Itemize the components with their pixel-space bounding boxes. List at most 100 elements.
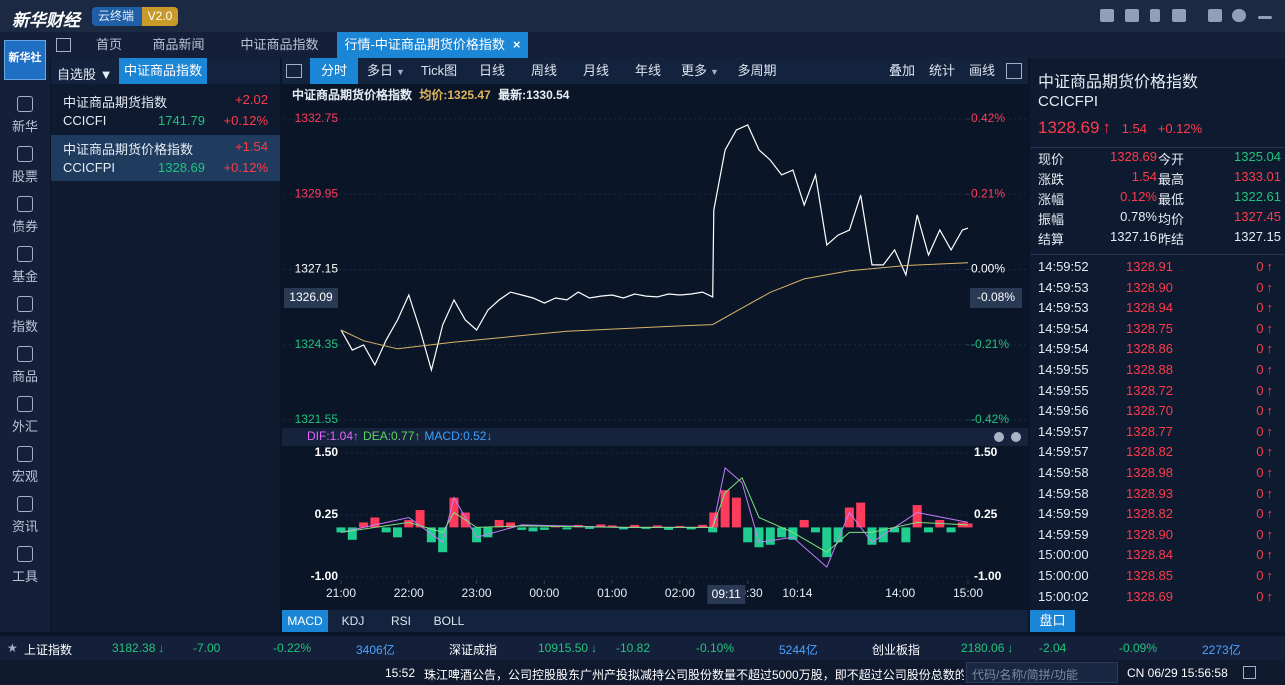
tick-volume: 0 <box>1256 486 1273 501</box>
tab[interactable]: 商品新闻 <box>135 32 222 58</box>
share-icon[interactable] <box>1150 9 1160 22</box>
tool-button[interactable]: 年线 <box>622 58 674 84</box>
tool-button[interactable]: 月线 <box>570 58 622 84</box>
note-icon[interactable] <box>1172 9 1186 22</box>
tool-button[interactable]: 周线 <box>518 58 570 84</box>
y-tick-label: 1.50 <box>315 445 339 459</box>
indicator-tab[interactable]: MACD <box>282 610 328 632</box>
tab[interactable]: 首页 <box>83 32 135 58</box>
tool-button[interactable]: Tick图 <box>412 58 466 84</box>
star-icon[interactable]: ★ <box>7 641 18 655</box>
macd-bar <box>336 527 346 533</box>
nav-item[interactable]: 指数 <box>0 296 50 335</box>
tool-button[interactable]: 叠加 <box>888 63 915 78</box>
tool-label: 年线 <box>634 63 661 78</box>
x-tick-label: 22:00 <box>394 586 424 600</box>
quote-label: 均价 <box>1158 212 1185 227</box>
nav-item[interactable]: 债券 <box>0 196 50 235</box>
index-name[interactable]: 创业板指 <box>872 643 921 657</box>
tick-price: 1328.84 <box>1126 547 1173 563</box>
index-amount: 5244亿 <box>779 643 818 657</box>
item-pct: +0.12% <box>223 113 268 128</box>
indicator-tab[interactable]: BOLL <box>433 614 465 628</box>
tick-price: 1328.82 <box>1126 506 1173 522</box>
nav-item[interactable]: 资讯 <box>0 496 50 535</box>
nav-item[interactable]: 工具 <box>0 546 50 585</box>
badge[interactable]: 云终端 V2.0 <box>92 7 178 26</box>
tick-time: 14:59:59 <box>1038 526 1089 542</box>
tool-button[interactable]: 画线 <box>968 63 995 78</box>
news-text[interactable]: 珠江啤酒公告，公司控股股东广州产投拟减持公司股份数量不超过5000万股，即不超过… <box>424 668 964 682</box>
tick-row: 14:59:54 1328.86 0 <box>1030 341 1285 361</box>
tab[interactable]: 中证商品指数 <box>222 32 337 58</box>
nav-item[interactable]: 商品 <box>0 346 50 385</box>
quote-value: 0.78% <box>1120 209 1157 224</box>
tab[interactable]: 行情-中证商品期货价格指数 × <box>337 32 528 58</box>
fullscreen-toggle[interactable] <box>1006 63 1022 79</box>
nav-item[interactable]: 新华 <box>0 96 50 135</box>
quote-label: 最高 <box>1158 172 1185 187</box>
close-icon[interactable]: × <box>512 37 521 52</box>
item-price: 1328.69 <box>158 160 205 175</box>
macd-bar <box>426 527 436 543</box>
x-tick-label: 10:14 <box>782 586 812 600</box>
quote-label: 现价 <box>1038 152 1065 167</box>
tick-price: 1328.70 <box>1126 403 1173 419</box>
quote-value: 1322.61 <box>1234 189 1281 204</box>
macd-bar <box>867 527 877 545</box>
tool-button[interactable]: 更多 ▼ <box>674 58 726 84</box>
mail-icon[interactable] <box>1100 9 1114 22</box>
panel-toggle[interactable] <box>286 64 302 78</box>
tool-button[interactable]: 多日 ▼ <box>360 58 412 84</box>
tick-volume: 0 <box>1256 444 1273 459</box>
search-box[interactable]: 代码/名称/简拼/功能 <box>966 662 1118 683</box>
nav-logo: 新华社 <box>4 40 46 80</box>
x-tick-label: 00:00 <box>529 586 559 600</box>
tool-button[interactable]: 日线 <box>466 58 518 84</box>
tool-button[interactable]: 统计 <box>928 63 955 78</box>
close-icon[interactable] <box>994 432 1004 442</box>
nav-item[interactable]: 股票 <box>0 146 50 185</box>
y2-tick-label: 0.21% <box>971 186 1005 200</box>
chat-icon[interactable] <box>1125 9 1139 22</box>
tool-button[interactable]: 多周期 <box>728 58 786 84</box>
macd-bar <box>449 497 459 528</box>
quote-label: 昨结 <box>1158 232 1185 247</box>
tick-time: 14:59:57 <box>1038 444 1089 460</box>
nav-item[interactable]: 基金 <box>0 246 50 285</box>
sidebar-toggle[interactable] <box>56 38 71 52</box>
settings-icon[interactable] <box>1232 9 1246 22</box>
tick-time: 14:59:53 <box>1038 300 1089 316</box>
tab-bar: 首页 商品新闻 中证商品指数 行情-中证商品期货价格指数 × <box>50 32 1285 58</box>
quote-value: 1328.69 <box>1110 149 1157 164</box>
price-line <box>340 124 969 373</box>
crosshair-y2-box <box>970 287 1022 308</box>
msg-icon[interactable] <box>1243 666 1256 679</box>
item-change: +1.54 <box>235 139 268 154</box>
index-name[interactable]: 上证指数 <box>24 643 73 657</box>
macd-bar <box>912 505 922 528</box>
x-tick-label: 01:00 <box>597 586 627 600</box>
tick-volume: 0 <box>1256 341 1273 356</box>
tick-price: 1328.75 <box>1126 320 1173 336</box>
tick-price: 1328.85 <box>1126 568 1173 583</box>
watch-selector[interactable]: 自选股 ▼ <box>57 67 113 82</box>
watch-item[interactable]: 中证商品期货指数 +2.02 CCICFI 1741.79 +0.12% <box>51 88 280 134</box>
watch-item[interactable]: 中证商品期货价格指数 +1.54 CCICFPI 1328.69 +0.12% <box>51 135 280 181</box>
watch-group[interactable]: 中证商品指数 <box>119 58 208 84</box>
crosshair-y-box <box>284 287 338 308</box>
settings-icon[interactable] <box>1011 432 1021 442</box>
ticks-tab[interactable]: 盘口 <box>1030 610 1075 632</box>
indicator-tab[interactable]: KDJ <box>341 614 365 628</box>
skin-icon[interactable] <box>1208 9 1222 22</box>
indicator-tab[interactable]: RSI <box>390 614 411 628</box>
nav-item[interactable]: 外汇 <box>0 396 50 435</box>
tick-volume: 0 <box>1256 589 1273 604</box>
nav-item[interactable]: 宏观 <box>0 446 50 485</box>
y-tick-label: 1327.15 <box>295 262 339 276</box>
quote-value: 1327.45 <box>1234 209 1281 224</box>
index-name[interactable]: 深证成指 <box>449 643 498 657</box>
macd-bar <box>472 527 482 543</box>
tool-button[interactable]: 分时 <box>310 58 358 84</box>
minimize-icon[interactable] <box>1258 16 1272 19</box>
